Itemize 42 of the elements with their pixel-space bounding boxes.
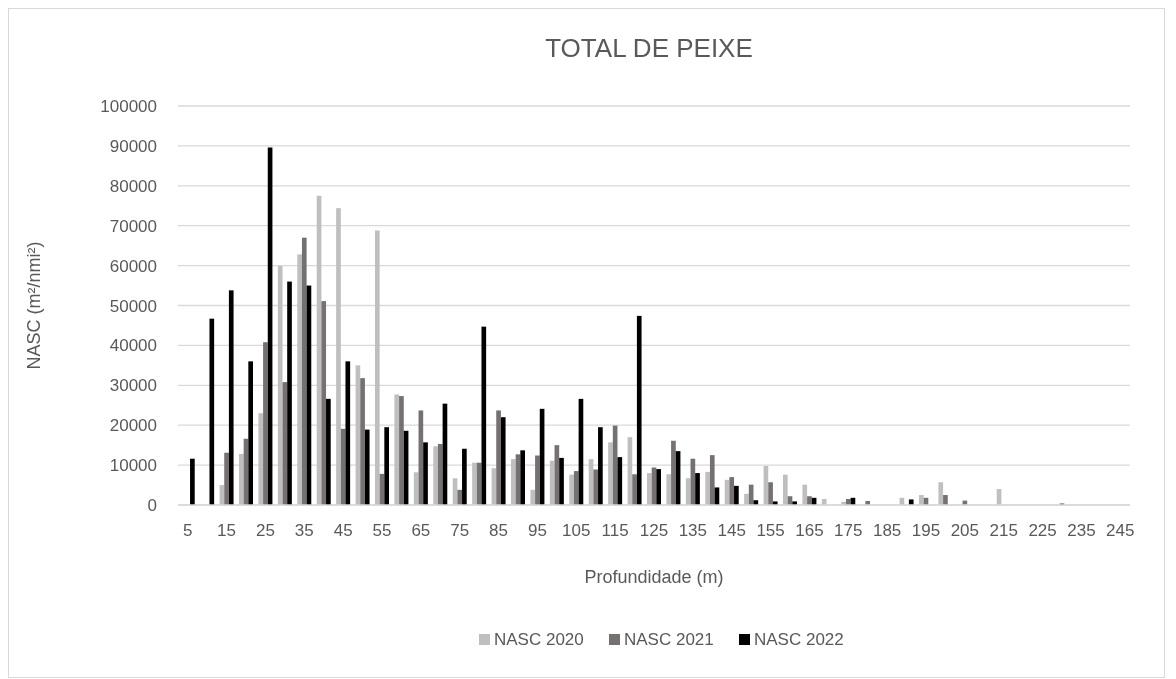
y-tick-label: 90000 <box>109 136 157 156</box>
x-tick-label: 5 <box>182 521 193 540</box>
y-tick-label: 20000 <box>109 416 157 436</box>
legend-label: NASC 2020 <box>494 630 584 649</box>
x-tick-label: 105 <box>562 521 591 540</box>
x-tick-label: 145 <box>717 521 746 540</box>
y-tick-label: 100000 <box>100 97 157 116</box>
x-axis-title: Profundidade (m) <box>584 567 724 587</box>
y-tick-label: 30000 <box>109 376 157 396</box>
x-tick-label: 165 <box>795 521 824 540</box>
x-tick-label: 15 <box>217 521 237 540</box>
x-tick-label: 25 <box>255 521 275 540</box>
x-tick-label: 45 <box>333 521 353 540</box>
y-tick-label: 80000 <box>109 176 157 196</box>
x-tick-label: 125 <box>639 521 669 540</box>
x-tick-label: 65 <box>411 521 431 540</box>
x-tick-label: 245 <box>1106 521 1135 540</box>
y-tick-label: 50000 <box>109 296 157 316</box>
y-tick-label: 10000 <box>109 456 157 476</box>
x-tick-label: 35 <box>294 521 314 540</box>
x-tick-label: 135 <box>678 521 708 540</box>
y-tick-label: 0 <box>147 496 157 515</box>
y-axis-title: NASC (m²/nmi²) <box>24 241 44 370</box>
x-tick-label: 235 <box>1067 521 1096 540</box>
x-tick-label: 185 <box>872 521 902 540</box>
y-tick-label: 70000 <box>109 216 157 236</box>
x-tick-label: 225 <box>1028 521 1057 540</box>
x-tick-label: 85 <box>489 521 509 540</box>
chart-title: TOTAL DE PEIXE <box>545 33 753 63</box>
x-tick-label: 175 <box>834 521 863 540</box>
x-tick-label: 115 <box>601 521 629 540</box>
legend-label: NASC 2022 <box>754 630 844 649</box>
x-tick-label: 75 <box>450 521 470 540</box>
y-tick-label: 60000 <box>109 256 157 276</box>
x-tick-label: 195 <box>911 521 941 540</box>
x-tick-label: 205 <box>950 521 980 540</box>
x-tick-label: 95 <box>527 521 547 540</box>
y-tick-label: 40000 <box>109 336 157 356</box>
x-tick-label: 215 <box>989 521 1018 540</box>
x-tick-label: 155 <box>756 521 785 540</box>
x-tick-label: 55 <box>372 521 392 540</box>
legend-label: NASC 2021 <box>624 630 714 649</box>
